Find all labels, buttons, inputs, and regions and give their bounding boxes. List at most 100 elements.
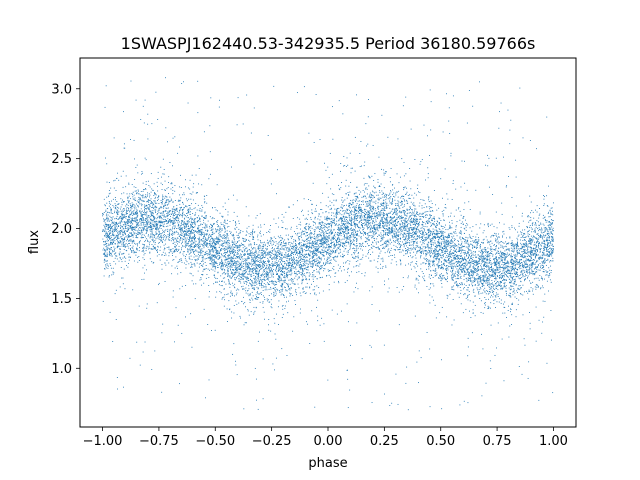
data-point bbox=[399, 202, 401, 204]
data-point bbox=[462, 224, 464, 225]
data-point bbox=[271, 307, 273, 309]
data-point bbox=[383, 187, 385, 189]
data-point bbox=[151, 211, 153, 213]
data-point bbox=[356, 187, 358, 188]
data-point bbox=[278, 241, 280, 243]
data-point bbox=[203, 241, 205, 243]
data-point bbox=[116, 235, 118, 237]
data-point bbox=[518, 266, 520, 268]
data-point bbox=[174, 209, 176, 211]
data-point bbox=[523, 249, 525, 251]
data-point bbox=[286, 301, 287, 303]
data-point bbox=[315, 276, 316, 278]
data-point bbox=[103, 198, 105, 200]
data-point bbox=[245, 292, 247, 294]
data-point bbox=[179, 207, 181, 209]
data-point bbox=[380, 236, 382, 238]
data-point bbox=[547, 275, 549, 277]
data-point bbox=[195, 237, 196, 238]
data-point bbox=[365, 241, 367, 243]
data-point bbox=[358, 235, 360, 237]
data-point bbox=[501, 275, 503, 276]
data-point bbox=[126, 224, 128, 226]
data-point bbox=[303, 256, 305, 258]
data-point bbox=[148, 248, 149, 250]
data-point bbox=[383, 243, 385, 244]
data-point bbox=[381, 214, 383, 216]
data-point bbox=[268, 252, 270, 254]
data-point bbox=[488, 266, 490, 268]
data-point bbox=[114, 236, 116, 238]
data-point bbox=[463, 265, 465, 267]
data-point bbox=[520, 274, 521, 276]
data-point bbox=[418, 231, 420, 233]
data-point bbox=[503, 306, 505, 308]
data-point bbox=[308, 243, 310, 245]
data-point bbox=[326, 218, 328, 220]
data-point bbox=[429, 230, 431, 231]
data-point bbox=[529, 280, 530, 282]
data-point bbox=[550, 232, 552, 234]
data-point bbox=[437, 251, 439, 253]
data-point bbox=[348, 233, 350, 234]
data-point bbox=[213, 254, 215, 256]
data-point bbox=[522, 284, 524, 286]
data-point bbox=[235, 266, 237, 268]
data-point bbox=[143, 189, 144, 191]
data-point bbox=[110, 216, 112, 218]
data-point bbox=[246, 276, 248, 278]
data-point bbox=[217, 242, 219, 244]
data-point bbox=[135, 213, 137, 215]
data-point bbox=[368, 200, 370, 201]
data-point bbox=[467, 299, 469, 301]
data-point bbox=[251, 259, 252, 261]
data-point bbox=[548, 220, 550, 222]
data-point bbox=[105, 232, 107, 234]
data-point bbox=[120, 233, 122, 235]
data-point bbox=[526, 216, 528, 218]
data-point bbox=[458, 255, 460, 257]
data-point bbox=[210, 255, 212, 257]
data-point bbox=[151, 244, 153, 245]
data-point bbox=[491, 223, 493, 225]
data-point bbox=[367, 201, 369, 203]
data-point bbox=[157, 171, 159, 173]
data-point bbox=[169, 219, 170, 220]
data-point bbox=[384, 195, 385, 197]
data-point bbox=[181, 243, 182, 245]
data-point bbox=[422, 220, 424, 222]
data-point bbox=[406, 233, 408, 235]
data-point bbox=[261, 255, 263, 257]
data-point bbox=[263, 311, 265, 313]
data-point bbox=[364, 208, 366, 210]
data-point bbox=[422, 216, 423, 217]
data-point bbox=[409, 220, 411, 222]
data-point bbox=[214, 267, 216, 269]
data-point bbox=[468, 249, 470, 251]
data-point bbox=[310, 242, 312, 244]
data-point bbox=[423, 239, 424, 241]
data-point bbox=[281, 317, 283, 319]
data-point bbox=[386, 232, 388, 234]
data-point bbox=[280, 273, 282, 275]
data-point bbox=[279, 253, 281, 255]
data-point bbox=[516, 271, 518, 273]
data-point bbox=[518, 245, 519, 247]
data-point bbox=[195, 255, 197, 257]
data-point bbox=[334, 235, 335, 236]
data-point bbox=[331, 252, 333, 254]
data-point bbox=[484, 247, 486, 249]
data-point bbox=[144, 228, 145, 230]
data-point bbox=[105, 85, 107, 87]
data-point bbox=[533, 244, 535, 246]
data-point bbox=[259, 230, 261, 232]
data-point bbox=[314, 243, 316, 245]
data-point bbox=[291, 258, 293, 260]
data-point bbox=[422, 233, 424, 235]
data-point bbox=[529, 250, 531, 252]
data-point bbox=[397, 238, 399, 239]
data-point bbox=[144, 253, 146, 254]
data-point bbox=[463, 227, 465, 229]
data-point bbox=[368, 212, 370, 213]
data-point bbox=[320, 228, 322, 230]
